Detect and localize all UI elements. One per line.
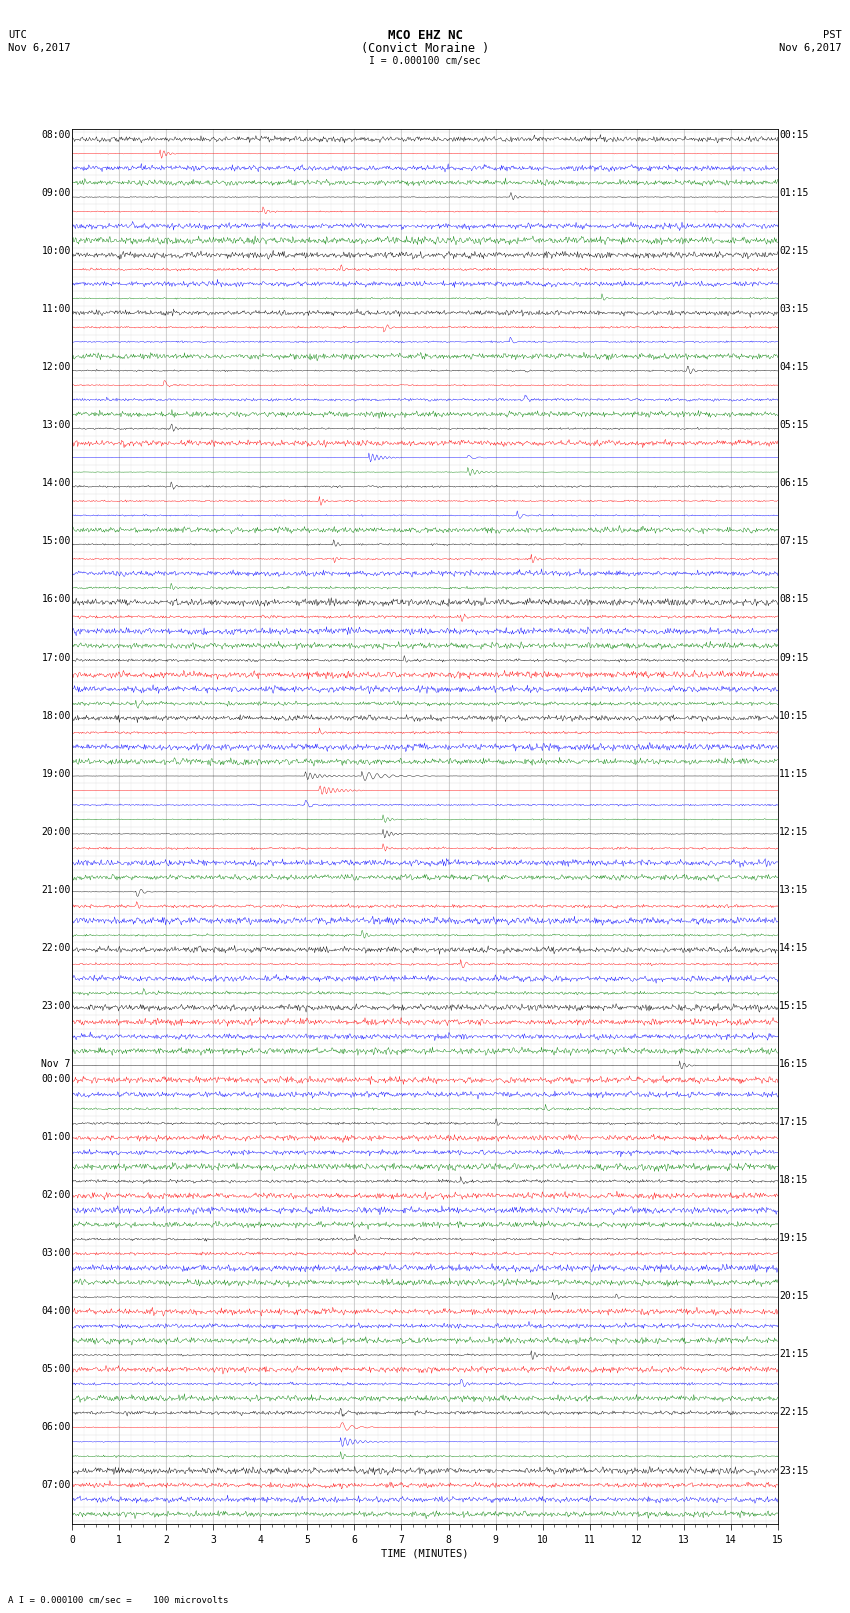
- Text: 13:15: 13:15: [779, 886, 808, 895]
- Text: 15:15: 15:15: [779, 1002, 808, 1011]
- Text: 14:15: 14:15: [779, 944, 808, 953]
- Text: 02:00: 02:00: [42, 1190, 71, 1200]
- Text: Nov 6,2017: Nov 6,2017: [779, 44, 842, 53]
- Text: 02:15: 02:15: [779, 247, 808, 256]
- Text: 05:15: 05:15: [779, 421, 808, 431]
- Text: 20:00: 20:00: [42, 827, 71, 837]
- Text: (Convict Moraine ): (Convict Moraine ): [361, 42, 489, 55]
- Text: 23:15: 23:15: [779, 1466, 808, 1476]
- Text: 23:00: 23:00: [42, 1002, 71, 1011]
- Text: 04:15: 04:15: [779, 363, 808, 373]
- Text: 07:00: 07:00: [42, 1481, 71, 1490]
- Text: 17:00: 17:00: [42, 653, 71, 663]
- Text: 18:15: 18:15: [779, 1176, 808, 1186]
- Text: 14:00: 14:00: [42, 479, 71, 489]
- Text: 08:00: 08:00: [42, 131, 71, 140]
- Text: I = 0.000100 cm/sec: I = 0.000100 cm/sec: [369, 56, 481, 66]
- Text: 21:00: 21:00: [42, 886, 71, 895]
- Text: 12:00: 12:00: [42, 363, 71, 373]
- Text: UTC: UTC: [8, 31, 27, 40]
- Text: 22:00: 22:00: [42, 944, 71, 953]
- X-axis label: TIME (MINUTES): TIME (MINUTES): [382, 1548, 468, 1558]
- Text: 19:15: 19:15: [779, 1234, 808, 1244]
- Text: A I = 0.000100 cm/sec =    100 microvolts: A I = 0.000100 cm/sec = 100 microvolts: [8, 1595, 229, 1605]
- Text: 13:00: 13:00: [42, 421, 71, 431]
- Text: 05:00: 05:00: [42, 1365, 71, 1374]
- Text: 16:00: 16:00: [42, 595, 71, 605]
- Text: 09:15: 09:15: [779, 653, 808, 663]
- Text: 09:00: 09:00: [42, 189, 71, 198]
- Text: 10:15: 10:15: [779, 711, 808, 721]
- Text: 06:00: 06:00: [42, 1423, 71, 1432]
- Text: 01:15: 01:15: [779, 189, 808, 198]
- Text: 03:00: 03:00: [42, 1248, 71, 1258]
- Text: 17:15: 17:15: [779, 1118, 808, 1127]
- Text: 22:15: 22:15: [779, 1408, 808, 1418]
- Text: Nov 6,2017: Nov 6,2017: [8, 44, 71, 53]
- Text: Nov 7: Nov 7: [42, 1060, 71, 1069]
- Text: 08:15: 08:15: [779, 595, 808, 605]
- Text: 12:15: 12:15: [779, 827, 808, 837]
- Text: 06:15: 06:15: [779, 479, 808, 489]
- Text: 18:00: 18:00: [42, 711, 71, 721]
- Text: 04:00: 04:00: [42, 1307, 71, 1316]
- Text: 00:15: 00:15: [779, 131, 808, 140]
- Text: 11:15: 11:15: [779, 769, 808, 779]
- Text: 10:00: 10:00: [42, 247, 71, 256]
- Text: 03:15: 03:15: [779, 305, 808, 315]
- Text: 01:00: 01:00: [42, 1132, 71, 1142]
- Text: 16:15: 16:15: [779, 1060, 808, 1069]
- Text: MCO EHZ NC: MCO EHZ NC: [388, 29, 462, 42]
- Text: 20:15: 20:15: [779, 1292, 808, 1302]
- Text: 15:00: 15:00: [42, 537, 71, 547]
- Text: 19:00: 19:00: [42, 769, 71, 779]
- Text: 00:00: 00:00: [42, 1074, 71, 1084]
- Text: PST: PST: [823, 31, 842, 40]
- Text: 07:15: 07:15: [779, 537, 808, 547]
- Text: 11:00: 11:00: [42, 305, 71, 315]
- Text: 21:15: 21:15: [779, 1350, 808, 1360]
